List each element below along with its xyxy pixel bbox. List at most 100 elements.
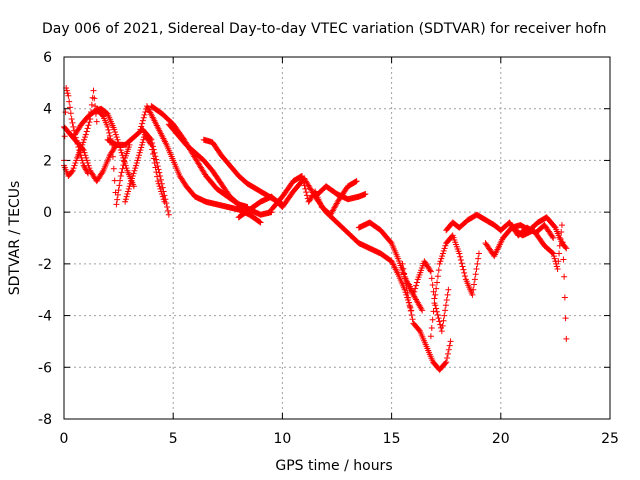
- data-point: [405, 294, 412, 301]
- data-point: [362, 191, 369, 198]
- data-point: [428, 324, 435, 331]
- data-point: [120, 162, 127, 169]
- data-point: [67, 104, 74, 111]
- data-point: [122, 198, 129, 205]
- data-point: [553, 263, 560, 270]
- data-point: [436, 260, 443, 267]
- data-point: [443, 359, 450, 366]
- data-point: [113, 201, 120, 208]
- data-point: [139, 117, 146, 124]
- data-point: [69, 119, 76, 126]
- data-point: [134, 157, 141, 164]
- y-tick-label: -8: [38, 412, 52, 428]
- data-point: [156, 183, 163, 190]
- data-point: [407, 307, 414, 314]
- data-point: [157, 185, 164, 192]
- data-point: [406, 299, 413, 306]
- series-sat-j: [165, 121, 251, 210]
- data-point: [411, 288, 418, 295]
- data-point: [430, 288, 437, 295]
- data-point: [434, 279, 441, 286]
- y-tick-label: 6: [43, 50, 52, 66]
- data-point: [562, 244, 569, 251]
- data-point: [475, 250, 482, 257]
- data-point: [125, 185, 132, 192]
- data-point: [82, 131, 89, 138]
- data-point: [133, 162, 140, 169]
- data-point: [139, 120, 146, 127]
- series-sat-u: [508, 222, 570, 342]
- data-point: [457, 256, 464, 263]
- data-point: [560, 256, 567, 263]
- data-point: [83, 128, 90, 135]
- data-point: [300, 179, 307, 186]
- y-tick-label: -2: [38, 257, 52, 273]
- data-point: [410, 291, 417, 298]
- data-point: [474, 260, 481, 267]
- data-point: [257, 219, 264, 226]
- data-point: [401, 275, 408, 282]
- data-point: [447, 338, 454, 345]
- data-point: [439, 253, 446, 260]
- data-point: [70, 165, 77, 172]
- data-point: [558, 228, 565, 235]
- data-point: [68, 168, 75, 175]
- data-point: [445, 346, 452, 353]
- data-point: [561, 294, 568, 301]
- data-point: [427, 268, 434, 275]
- data-point: [119, 165, 126, 172]
- data-point: [132, 165, 139, 172]
- x-tick-labels: 0 5 10 15 20 25: [60, 431, 619, 447]
- series-sat-n: [312, 193, 415, 314]
- data-point: [121, 158, 128, 165]
- data-point: [83, 154, 90, 161]
- data-point: [436, 318, 443, 325]
- data-point: [91, 95, 98, 102]
- data-point: [429, 316, 436, 323]
- data-point: [400, 265, 407, 272]
- data-point: [549, 249, 556, 256]
- data-point: [559, 239, 566, 246]
- data-point: [403, 285, 410, 292]
- data-point: [409, 316, 416, 323]
- data-point: [117, 172, 124, 179]
- data-point: [438, 255, 445, 262]
- series-sat-g: [122, 131, 168, 205]
- data-point: [69, 167, 76, 174]
- data-point: [302, 185, 309, 192]
- series-sat-h: [137, 103, 264, 226]
- x-tick-label: 20: [492, 431, 510, 447]
- data-point: [128, 175, 135, 182]
- data-point: [151, 160, 158, 167]
- data-point: [138, 123, 145, 130]
- data-point: [460, 266, 467, 273]
- data-point: [353, 178, 360, 185]
- data-point: [81, 134, 88, 141]
- data-point: [156, 169, 163, 176]
- data-point: [136, 149, 143, 156]
- series-sat-c: [61, 123, 120, 185]
- data-point: [442, 307, 449, 314]
- data-point: [142, 108, 149, 115]
- y-tick-label: -4: [38, 309, 52, 325]
- data-point: [90, 87, 97, 94]
- data-point: [441, 312, 448, 319]
- data-point: [116, 182, 123, 189]
- data-point: [437, 258, 444, 265]
- data-point: [458, 260, 465, 267]
- data-point: [79, 146, 86, 153]
- data-point: [150, 155, 157, 162]
- series-sat-r: [427, 232, 482, 340]
- data-point: [61, 133, 68, 140]
- data-point: [558, 222, 565, 229]
- data-point: [462, 273, 469, 280]
- data-point: [475, 255, 482, 262]
- data-point: [133, 160, 140, 167]
- data-point: [152, 164, 159, 171]
- data-point: [114, 191, 121, 198]
- data-point: [160, 196, 167, 203]
- data-point: [72, 160, 79, 167]
- data-point: [549, 233, 556, 240]
- data-point: [562, 315, 569, 322]
- data-point: [431, 300, 438, 307]
